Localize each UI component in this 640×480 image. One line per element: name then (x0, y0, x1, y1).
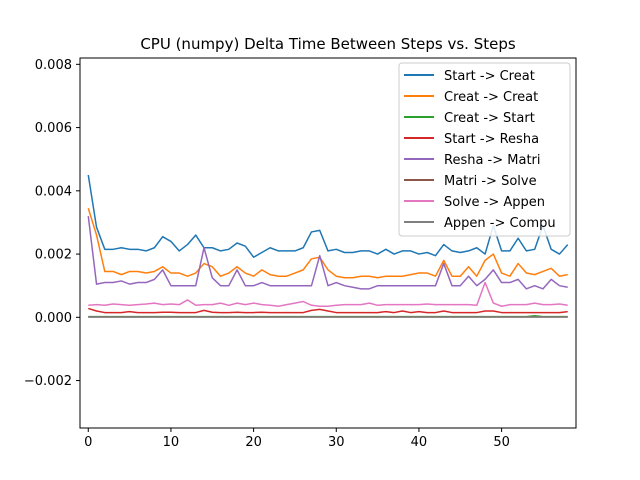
series-line-0 (87, 174, 569, 258)
legend-label-4: Resha -> Matri (444, 153, 541, 168)
series-line-1 (87, 207, 568, 279)
series-line-6 (88, 281, 568, 307)
x-tick-label: 20 (245, 435, 262, 450)
chart-title: CPU (numpy) Delta Time Between Steps vs.… (140, 35, 516, 53)
x-tick-label: 40 (411, 435, 428, 450)
legend: Start -> Creat Creat -> Creat Creat -> Sta… (398, 62, 571, 237)
y-tick-label: −0.002 (24, 374, 72, 389)
y-tick-label: 0.006 (35, 121, 72, 136)
x-tick-label: 30 (328, 435, 345, 450)
legend-label-7: Appen -> Compu (444, 216, 556, 231)
legend-label-2: Creat -> Start (444, 111, 535, 126)
legend-label-1: Creat -> Creat (444, 90, 538, 105)
y-tick-label: 0.002 (35, 248, 72, 263)
series-layer (87, 174, 569, 318)
legend-label-0: Start -> Creat (444, 69, 535, 84)
axes-layer: 0 10 20 30 40 50 −0.002 0.000 0.002 0.004 0.006 0.0… (24, 58, 510, 450)
legend-label-5: Matri -> Solve (444, 174, 537, 189)
y-tick-label: 0.004 (35, 184, 72, 199)
plot-frame (79, 57, 577, 429)
series-line-4 (87, 216, 568, 290)
y-tick-label: 0.000 (35, 311, 72, 326)
x-tick-label: 0 (84, 435, 92, 450)
x-tick-label: 50 (493, 435, 510, 450)
legend-box (398, 62, 571, 237)
legend-label-3: Start -> Resha (444, 132, 539, 147)
legend-label-6: Solve -> Appen (444, 195, 545, 210)
series-line-3 (88, 307, 568, 314)
y-tick-label: 0.008 (35, 58, 72, 73)
x-tick-label: 10 (163, 435, 180, 450)
